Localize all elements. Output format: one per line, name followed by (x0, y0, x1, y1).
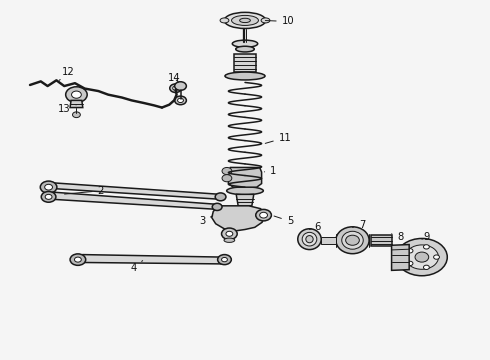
Text: 13: 13 (58, 104, 76, 114)
Ellipse shape (240, 18, 250, 23)
Circle shape (396, 238, 447, 276)
Ellipse shape (227, 187, 263, 195)
Circle shape (222, 175, 232, 182)
Text: 2: 2 (65, 186, 104, 196)
Circle shape (405, 245, 439, 269)
Text: 1: 1 (265, 166, 276, 176)
Circle shape (434, 255, 440, 259)
Ellipse shape (306, 235, 313, 243)
Circle shape (174, 96, 186, 105)
Polygon shape (234, 54, 256, 72)
Polygon shape (236, 194, 254, 206)
Circle shape (174, 82, 186, 90)
Circle shape (222, 167, 232, 175)
Polygon shape (73, 255, 226, 264)
Text: 8: 8 (392, 232, 403, 242)
Text: 10: 10 (266, 17, 294, 27)
Ellipse shape (342, 231, 363, 249)
Polygon shape (44, 183, 221, 199)
Text: 7: 7 (352, 220, 366, 230)
Polygon shape (321, 237, 336, 244)
Circle shape (74, 257, 81, 262)
Ellipse shape (302, 232, 317, 246)
Circle shape (70, 254, 86, 265)
Circle shape (215, 193, 226, 201)
Text: 5: 5 (274, 216, 293, 226)
Ellipse shape (232, 40, 258, 47)
Polygon shape (70, 100, 83, 108)
Circle shape (256, 210, 271, 221)
Circle shape (260, 212, 268, 218)
Ellipse shape (298, 229, 321, 249)
Text: 6: 6 (310, 222, 320, 231)
Circle shape (72, 91, 81, 98)
Ellipse shape (224, 12, 266, 28)
Circle shape (221, 228, 237, 239)
Ellipse shape (336, 227, 369, 254)
Text: 3: 3 (199, 216, 213, 226)
Circle shape (221, 257, 227, 262)
Circle shape (45, 194, 52, 199)
Polygon shape (371, 234, 392, 246)
Ellipse shape (236, 46, 254, 52)
Circle shape (177, 98, 183, 103)
Circle shape (415, 252, 429, 262)
Circle shape (40, 181, 57, 193)
Ellipse shape (224, 238, 235, 242)
Polygon shape (212, 206, 265, 231)
Circle shape (170, 84, 181, 93)
Text: 4: 4 (130, 261, 143, 273)
Ellipse shape (225, 72, 265, 80)
Circle shape (407, 249, 413, 253)
Ellipse shape (261, 18, 270, 23)
Text: 14: 14 (168, 73, 180, 83)
Ellipse shape (232, 15, 258, 26)
Circle shape (345, 235, 359, 245)
Circle shape (218, 255, 231, 265)
Circle shape (423, 245, 429, 249)
Text: 12: 12 (59, 67, 74, 80)
Text: 9: 9 (422, 232, 430, 242)
Ellipse shape (220, 18, 229, 23)
Polygon shape (392, 244, 409, 270)
Circle shape (423, 265, 429, 270)
Circle shape (172, 86, 178, 90)
Text: 11: 11 (265, 133, 292, 143)
Polygon shape (228, 167, 262, 187)
Circle shape (41, 192, 56, 202)
Circle shape (407, 261, 413, 266)
Circle shape (45, 184, 52, 190)
Circle shape (212, 203, 222, 211)
Circle shape (73, 112, 80, 118)
Polygon shape (44, 192, 218, 210)
Circle shape (66, 87, 87, 103)
Circle shape (226, 231, 233, 236)
